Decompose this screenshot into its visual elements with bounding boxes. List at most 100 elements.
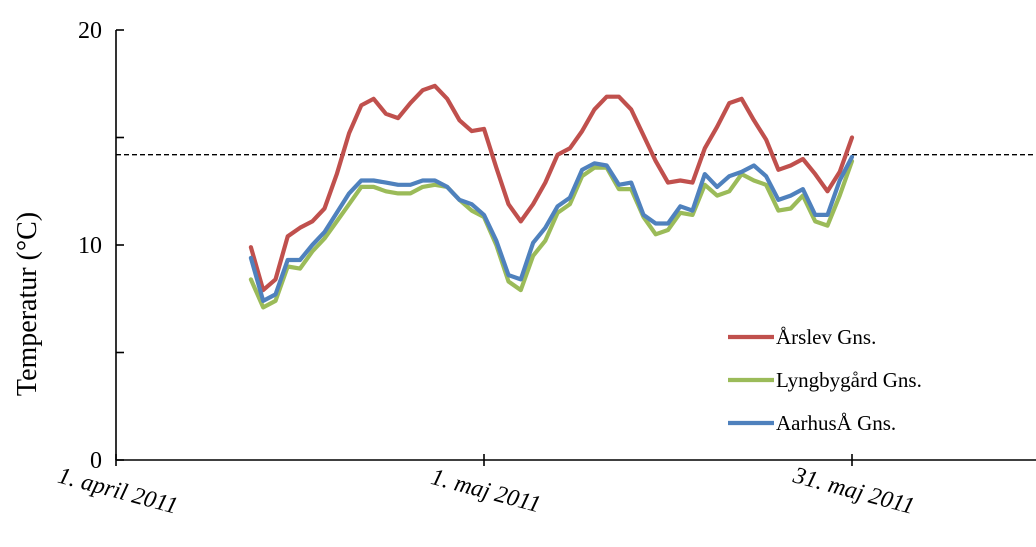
data-point — [826, 224, 830, 228]
data-point — [568, 202, 572, 206]
data-point — [752, 164, 756, 168]
legend-label: Lyngbygård Gns. — [776, 368, 922, 392]
legend-label: AarhusÅ Gns. — [776, 411, 896, 435]
data-point — [752, 118, 756, 122]
data-point — [408, 101, 412, 105]
data-point — [323, 230, 327, 234]
data-point — [813, 172, 817, 176]
data-point — [494, 166, 498, 170]
data-point — [592, 108, 596, 112]
data-point — [384, 112, 388, 116]
data-point — [580, 129, 584, 133]
data-point — [580, 168, 584, 172]
data-point — [249, 245, 253, 249]
data-point — [617, 183, 621, 187]
data-point — [274, 292, 278, 296]
data-point — [494, 239, 498, 243]
data-point — [801, 187, 805, 191]
axes — [115, 29, 1036, 466]
data-point — [261, 299, 265, 303]
data-point — [323, 207, 327, 211]
data-point — [691, 209, 695, 213]
series-line-3 — [248, 154, 855, 303]
data-point — [727, 101, 731, 105]
data-point — [691, 213, 695, 217]
data-point — [274, 277, 278, 281]
data-point — [691, 181, 695, 185]
data-point — [740, 97, 744, 101]
data-point — [543, 226, 547, 230]
series-line-2 — [248, 159, 855, 310]
data-point — [568, 146, 572, 150]
data-point — [789, 207, 793, 211]
data-point — [384, 181, 388, 185]
data-point — [335, 211, 339, 215]
data-point — [458, 118, 462, 122]
data-point — [826, 213, 830, 217]
data-point — [396, 116, 400, 120]
data-point — [592, 161, 596, 165]
y-tick-label: 0 — [90, 448, 102, 474]
data-point — [507, 202, 511, 206]
data-point — [654, 232, 658, 236]
data-point — [384, 189, 388, 193]
data-point — [323, 237, 327, 241]
data-point — [642, 133, 646, 137]
data-point — [470, 202, 474, 206]
data-point — [752, 179, 756, 183]
data-point — [629, 181, 633, 185]
data-point — [249, 277, 253, 281]
data-point — [764, 174, 768, 178]
data-point — [482, 127, 486, 131]
data-point — [249, 256, 253, 260]
y-tick-label: 10 — [78, 233, 102, 259]
data-point — [519, 277, 523, 281]
y-tick-label: 20 — [78, 18, 102, 44]
legend-label: Årslev Gns. — [776, 325, 876, 349]
data-point — [286, 234, 290, 238]
data-point — [519, 219, 523, 223]
data-point — [531, 241, 535, 245]
data-point — [470, 209, 474, 213]
data-point — [543, 181, 547, 185]
data-point — [789, 164, 793, 168]
data-point — [445, 185, 449, 189]
data-point — [801, 157, 805, 161]
data-point — [727, 174, 731, 178]
data-point — [556, 204, 560, 208]
data-point — [666, 222, 670, 226]
x-tick-label: 1. maj 2011 — [428, 464, 543, 518]
data-point — [507, 273, 511, 277]
data-point — [813, 219, 817, 223]
data-point — [568, 196, 572, 200]
data-point — [838, 179, 842, 183]
data-point — [654, 159, 658, 163]
data-point — [654, 222, 658, 226]
data-point — [642, 213, 646, 217]
data-point — [764, 138, 768, 142]
data-point — [298, 267, 302, 271]
x-tick-label: 1. april 2011 — [55, 463, 180, 520]
data-point — [850, 155, 854, 159]
data-point — [298, 258, 302, 262]
data-point — [727, 189, 731, 193]
data-point — [666, 181, 670, 185]
y-axis-label: Temperatur (°C) — [12, 212, 43, 396]
data-point — [789, 194, 793, 198]
data-point — [776, 168, 780, 172]
data-point — [359, 185, 363, 189]
data-point — [347, 131, 351, 135]
data-point — [678, 179, 682, 183]
data-point — [286, 258, 290, 262]
data-point — [421, 88, 425, 92]
data-point — [310, 243, 314, 247]
data-point — [396, 183, 400, 187]
data-point — [421, 185, 425, 189]
data-point — [396, 191, 400, 195]
data-point — [776, 209, 780, 213]
data-point — [826, 189, 830, 193]
data-point — [740, 170, 744, 174]
data-point — [617, 95, 621, 99]
data-point — [482, 213, 486, 217]
series-line-1 — [248, 83, 855, 293]
